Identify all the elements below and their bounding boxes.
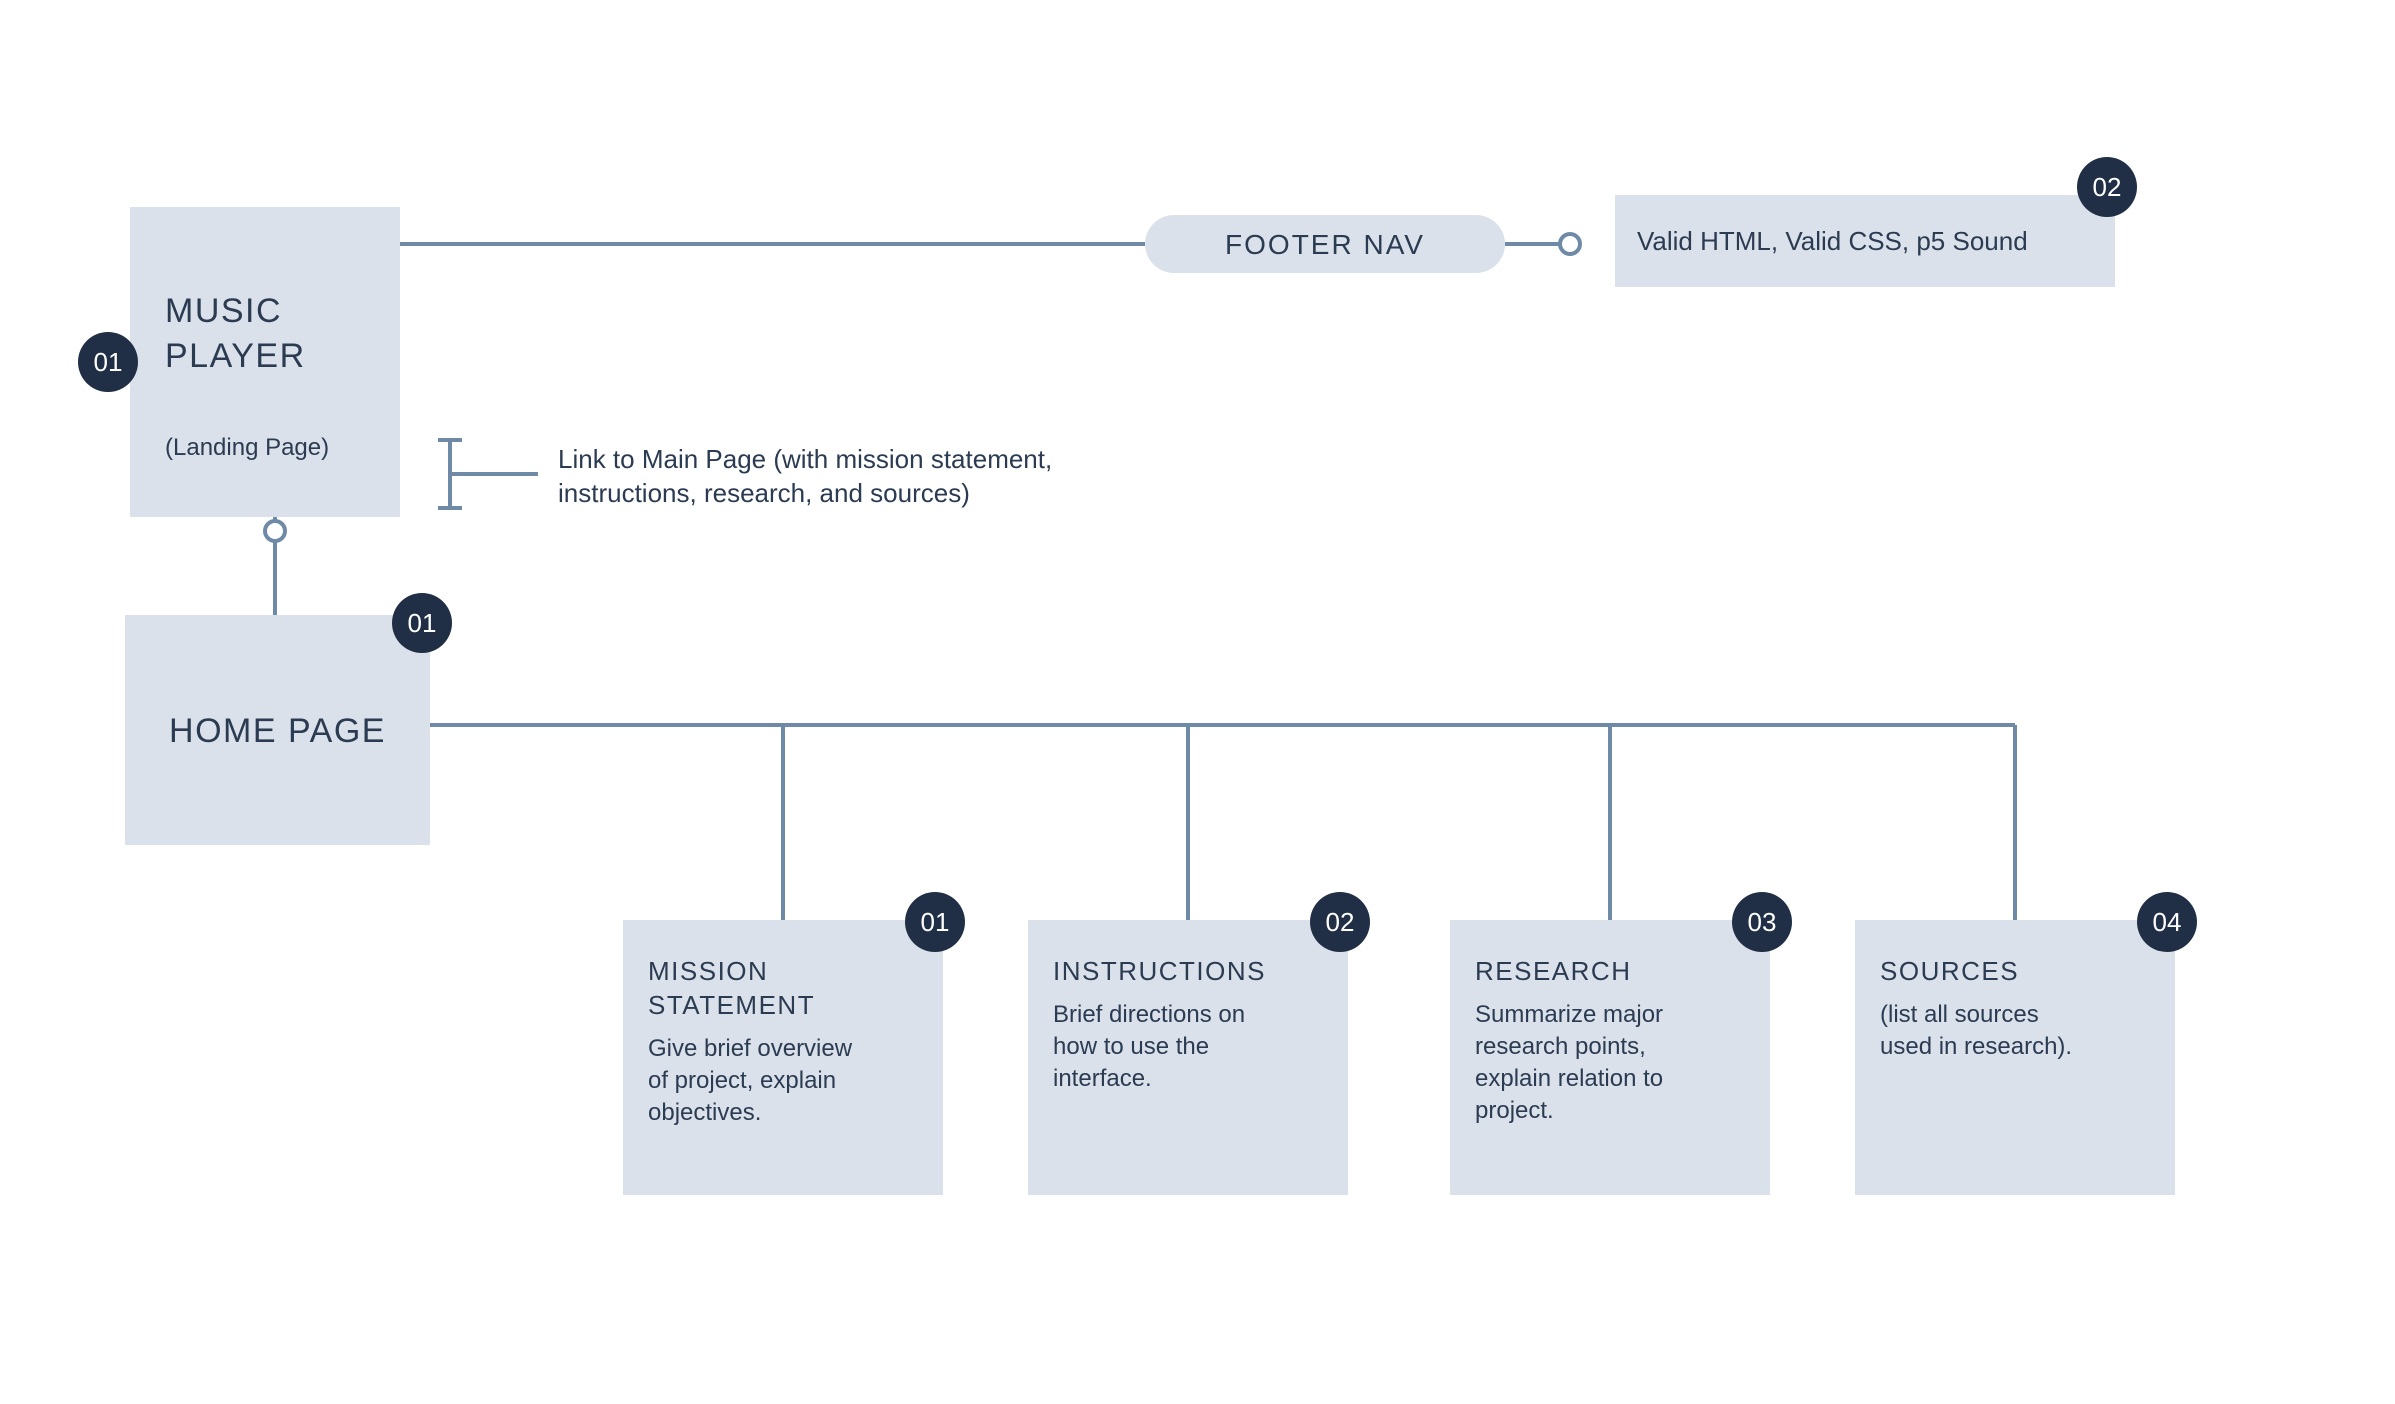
- music-player-subtitle: (Landing Page): [165, 434, 329, 461]
- child-desc-2-0: Summarize major: [1475, 1001, 1663, 1028]
- valid-box-badge: 02: [2093, 172, 2122, 202]
- home-page-title: HOME PAGE: [169, 712, 386, 750]
- child-desc-2-3: project.: [1475, 1097, 1554, 1124]
- child-desc-1-1: how to use the: [1053, 1033, 1209, 1060]
- child-desc-0-2: objectives.: [648, 1099, 761, 1126]
- child-title-0-1: MISSION: [648, 956, 768, 986]
- child-desc-0-0: Give brief overview: [648, 1035, 853, 1062]
- music-player-title-1: MUSIC: [165, 292, 282, 330]
- footer-nav-label: FOOTER NAV: [1225, 229, 1425, 260]
- child-desc-0-1: of project, explain: [648, 1067, 836, 1094]
- child-desc-1-0: Brief directions on: [1053, 1001, 1245, 1028]
- child-badge-1: 02: [1326, 907, 1355, 937]
- child-desc-3-0: (list all sources: [1880, 1001, 2039, 1028]
- child-desc-1-2: interface.: [1053, 1065, 1152, 1092]
- child-title-1-1: INSTRUCTIONS: [1053, 956, 1266, 986]
- link-text-2: instructions, research, and sources): [558, 478, 970, 508]
- child-title-3-1: SOURCES: [1880, 956, 2019, 986]
- link-text-1: Link to Main Page (with mission statemen…: [558, 444, 1052, 474]
- child-desc-2-2: explain relation to: [1475, 1065, 1663, 1092]
- child-desc-2-1: research points,: [1475, 1033, 1646, 1060]
- child-desc-3-1: used in research).: [1880, 1033, 2072, 1060]
- valid-box-text: Valid HTML, Valid CSS, p5 Sound: [1637, 226, 2028, 256]
- child-badge-2: 03: [1748, 907, 1777, 937]
- music-player-badge: 01: [94, 347, 123, 377]
- child-title-2-1: RESEARCH: [1475, 956, 1631, 986]
- home-page-badge: 01: [408, 608, 437, 638]
- music-player-title-2: PLAYER: [165, 337, 306, 375]
- child-badge-3: 04: [2153, 907, 2182, 937]
- site-map-diagram: 01 MUSIC PLAYER (Landing Page) FOOTER NAV Val…: [0, 0, 2395, 1399]
- child-badge-0: 01: [921, 907, 950, 937]
- child-title-0-2: STATEMENT: [648, 990, 815, 1020]
